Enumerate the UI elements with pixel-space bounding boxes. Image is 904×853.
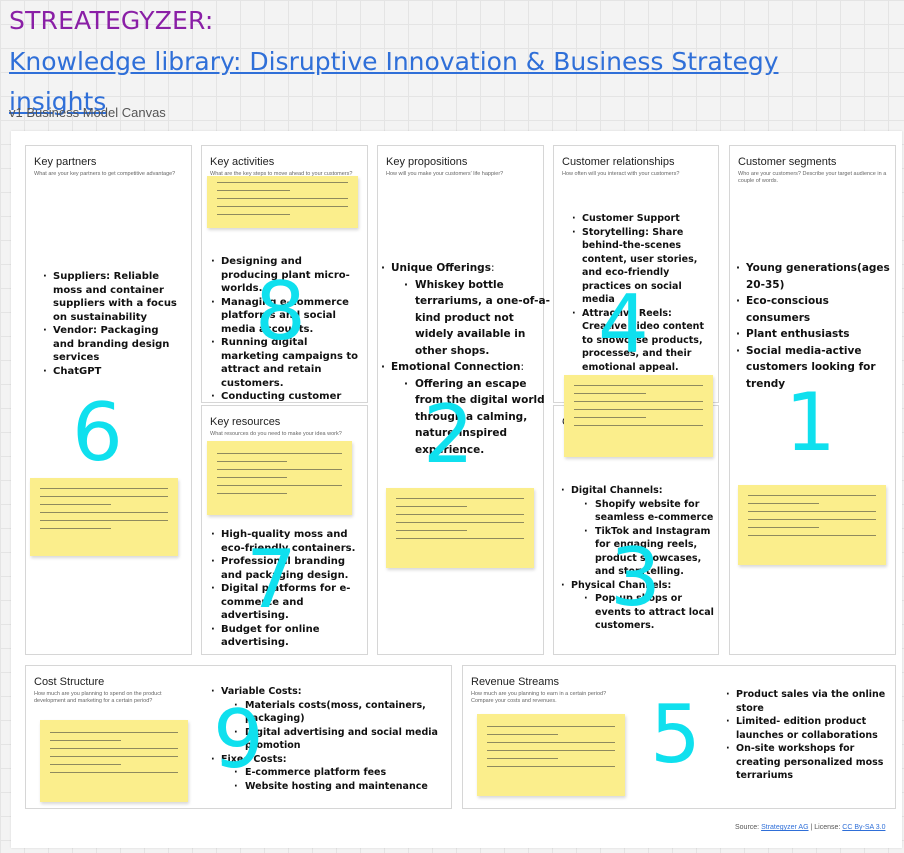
knowledge-library-link[interactable]: Knowledge library: Disruptive Innovation…	[9, 47, 779, 116]
sticky-note[interactable]	[386, 488, 534, 568]
list-item: Whiskey bottle terrariums, a one-of-a-ki…	[401, 277, 550, 360]
key-resources-question: What resources do you need to make your …	[210, 431, 342, 437]
list-item: Variable Costs: Materials costs(moss, co…	[210, 685, 440, 753]
list-item: E-commerce platform fees	[231, 766, 440, 780]
cost-structure-list: Variable Costs: Materials costs(moss, co…	[210, 685, 440, 793]
key-partners-question: What are your key partners to get compet…	[34, 171, 176, 177]
sticky-note[interactable]	[207, 176, 358, 228]
key-partners-title: Key partners	[34, 156, 97, 168]
key-resources-list: High-quality moss and eco-friendly conta…	[210, 528, 362, 650]
list-item: Digital platforms for e-commerce and adv…	[210, 582, 362, 623]
list-item: Social media-active customers looking fo…	[735, 343, 895, 393]
list-item: ChatGPT	[42, 365, 182, 379]
sticky-note[interactable]	[564, 375, 713, 457]
key-activities-question: What are the key steps to move ahead to …	[210, 171, 353, 177]
list-item: Shopify website for seamless e-commerce	[581, 498, 715, 525]
list-item: Physical Channels: Pop-up shops or event…	[560, 579, 715, 633]
source-label: Source:	[735, 824, 762, 831]
list-item: Attractive Reels: Creative video content…	[571, 307, 713, 375]
cost-structure-question: How much are you planning to spend on th…	[34, 691, 162, 704]
list-item-heading: Variable Costs:	[221, 686, 302, 697]
list-item: Storytelling: Share behind-the-scenes co…	[571, 226, 713, 307]
list-item: Digital Channels: Shopify website for se…	[560, 484, 715, 579]
license-separator: | License:	[808, 824, 843, 831]
customer-segments-title: Customer segments	[738, 156, 837, 168]
list-item: Limited- edition product launches or col…	[725, 715, 890, 742]
key-propositions-title: Key propositions	[386, 156, 468, 168]
list-item: Managing e-commerce platforms and social…	[210, 296, 362, 337]
list-item: Fixed Costs: E-commerce platform fees We…	[210, 753, 440, 794]
list-item: High-quality moss and eco-friendly conta…	[210, 528, 362, 555]
key-resources-title: Key resources	[210, 416, 281, 428]
list-item: Plant enthusiasts	[735, 326, 895, 343]
list-item-heading: Unique Offerings	[391, 262, 491, 274]
key-partners-list: Suppliers: Reliable moss and container s…	[42, 270, 182, 378]
sticky-note[interactable]	[207, 441, 352, 515]
customer-relationships-list: Customer Support Storytelling: Share beh…	[571, 212, 713, 374]
sticky-note[interactable]	[477, 714, 625, 796]
list-item: Professional branding and packaging desi…	[210, 555, 362, 582]
list-item-heading: Digital Channels:	[571, 485, 663, 496]
list-item-heading: Physical Channels:	[571, 579, 672, 591]
list-item: Running digital marketing campaigns to a…	[210, 336, 362, 390]
revenue-streams-title: Revenue Streams	[471, 676, 560, 688]
list-item-heading-suffix: :	[490, 262, 495, 274]
key-propositions-list: Unique Offerings: Whiskey bottle terrari…	[380, 260, 550, 458]
list-item: Customer Support	[571, 212, 713, 226]
list-item: Offering an escape from the digital worl…	[401, 376, 550, 459]
list-item: Eco-conscious consumers	[735, 293, 895, 326]
customer-segments-question: Who are your customers? Describe your ta…	[738, 171, 887, 184]
sticky-note[interactable]	[30, 478, 178, 556]
customer-segments-block[interactable]: Customer segments Who are your customers…	[729, 145, 896, 655]
list-item: Website hosting and maintenance	[231, 780, 440, 794]
list-item-heading: Fixed Costs:	[221, 753, 287, 765]
key-partners-block[interactable]: Key partners What are your key partners …	[25, 145, 192, 655]
list-item: Digital advertising and social media pro…	[231, 726, 440, 753]
key-propositions-question: How will you make your customers' life h…	[386, 171, 504, 177]
customer-relationships-question: How often will you interact with your cu…	[562, 171, 680, 177]
list-item: Young generations(ages 20-35)	[735, 260, 895, 293]
sticky-note[interactable]	[40, 720, 188, 802]
list-item: Product sales via the online store	[725, 688, 890, 715]
list-item: TikTok and Instagram for engaging reels,…	[581, 525, 715, 579]
list-item: Suppliers: Reliable moss and container s…	[42, 270, 182, 324]
strategyzer-link[interactable]: Strategyzer AG	[761, 824, 809, 831]
cost-structure-title: Cost Structure	[34, 676, 105, 688]
revenue-streams-question: How much are you planning to earn in a c…	[471, 691, 607, 704]
canvas-label: v1 Business Model Canvas	[9, 105, 166, 120]
channels-list: Digital Channels: Shopify website for se…	[560, 484, 715, 633]
list-item-heading-suffix: :	[520, 361, 525, 373]
list-item: Budget for online advertising.	[210, 623, 362, 650]
customer-relationships-title: Customer relationships	[562, 156, 675, 168]
source-credit: Source: Strategyzer AG | License: CC By-…	[735, 824, 885, 831]
board-title: STREATEGYZER:	[9, 6, 214, 35]
revenue-streams-list: Product sales via the online store Limit…	[725, 688, 890, 783]
customer-segments-list: Young generations(ages 20-35) Eco-consci…	[735, 260, 895, 392]
list-item: On-site workshops for creating personali…	[725, 742, 890, 783]
list-item: Unique Offerings: Whiskey bottle terrari…	[380, 260, 550, 359]
list-item-heading: Emotional Connection	[391, 361, 521, 373]
license-link[interactable]: CC By-SA 3.0	[842, 824, 886, 831]
key-activities-title: Key activities	[210, 156, 275, 168]
list-item: Materials costs(moss, containers, packag…	[231, 699, 440, 726]
list-item: Pop-up shops or events to attract local …	[581, 592, 715, 633]
list-item: Vendor: Packaging and branding design se…	[42, 324, 182, 365]
sticky-note[interactable]	[738, 485, 886, 565]
list-item: Designing and producing plant micro-worl…	[210, 255, 362, 296]
list-item: Emotional Connection: Offering an escape…	[380, 359, 550, 458]
